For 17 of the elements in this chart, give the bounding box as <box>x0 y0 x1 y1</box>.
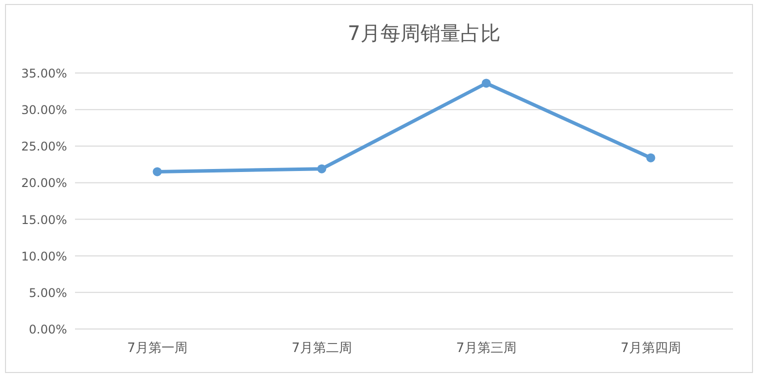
chart-title: 7月每周销量占比 <box>348 21 500 45</box>
x-tick-label: 7月第四周 <box>620 341 681 356</box>
y-tick-label: 25.00% <box>21 140 67 154</box>
y-tick-label: 35.00% <box>21 66 67 80</box>
point <box>317 164 326 174</box>
x-tick-label: 7月第三周 <box>456 341 516 356</box>
point <box>482 78 491 88</box>
y-tick-label: 20.00% <box>21 176 67 190</box>
x-tick-label: 7月第二周 <box>292 341 352 356</box>
y-tick-label: 15.00% <box>21 212 67 227</box>
y-tick-label: 0.00% <box>28 322 67 336</box>
point <box>152 167 162 176</box>
y-tick-label: 10.00% <box>21 249 67 264</box>
point <box>646 153 656 162</box>
y-tick-label: 5.00% <box>28 286 67 300</box>
y-tick-label: 30.00% <box>21 103 67 118</box>
x-tick-label: 7月第一周 <box>127 341 188 356</box>
